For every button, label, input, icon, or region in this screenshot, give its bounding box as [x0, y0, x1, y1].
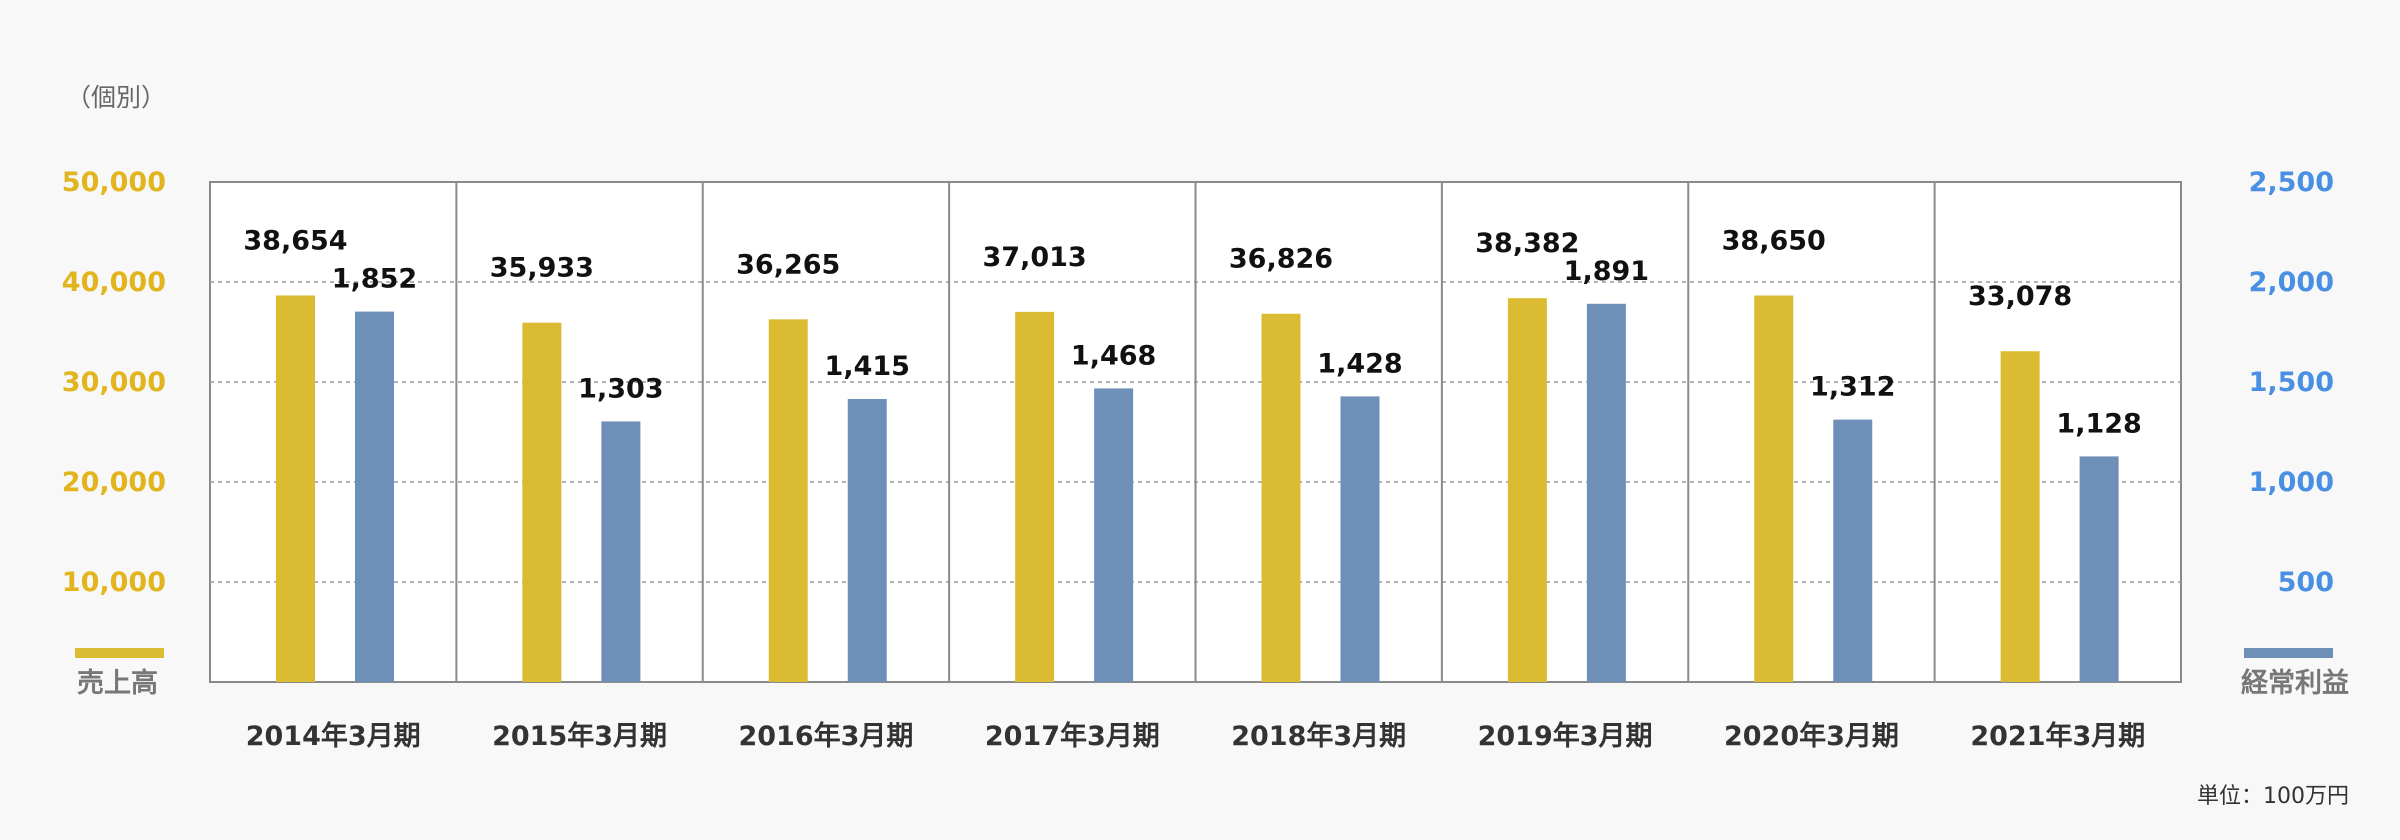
sales-data-label: 33,078: [1968, 281, 2072, 312]
category-label: 2021年3月期: [1970, 720, 2145, 752]
category-label: 2020年3月期: [1724, 720, 1899, 752]
sales-data-label: 36,826: [1229, 244, 1333, 275]
sales-bar: [2000, 351, 2040, 682]
profit-data-label: 1,891: [1564, 256, 1649, 287]
right-axis-tick-label: 1,000: [2249, 467, 2334, 498]
left-legend-label: 売上高: [77, 667, 158, 699]
sales-bar: [1261, 313, 1301, 682]
profit-data-label: 1,312: [1810, 372, 1895, 403]
profit-data-label: 1,468: [1071, 340, 1156, 371]
profit-data-label: 1,303: [578, 373, 663, 404]
left-axis-tick-label: 10,000: [62, 567, 166, 598]
left-axis-tick-label: 30,000: [62, 367, 166, 398]
left-axis-tick-label: 20,000: [62, 467, 166, 498]
profit-bar: [2079, 456, 2119, 682]
right-legend-swatch: [2244, 648, 2333, 658]
category-label: 2014年3月期: [246, 720, 421, 752]
sales-bar: [768, 319, 808, 682]
profit-bar: [1586, 303, 1626, 682]
labels-layer: 10,000 20,000 30,000 40,000 50,000 500 1,000 1,…: [62, 167, 2334, 752]
chart-subtitle: （個別）: [66, 83, 166, 112]
sales-bar: [1754, 295, 1794, 682]
sales-bar: [276, 295, 315, 682]
category-label: 2017年3月期: [985, 720, 1160, 752]
left-legend-swatch: [75, 648, 164, 658]
profit-bar: [1833, 419, 1873, 682]
category-label: 2018年3月期: [1231, 720, 1406, 752]
profit-data-label: 1,415: [825, 351, 910, 382]
category-label: 2016年3月期: [738, 720, 913, 752]
right-axis-tick-label: 2,000: [2249, 267, 2334, 298]
sales-bar: [1015, 311, 1055, 682]
left-axis-tick-label: 50,000: [62, 167, 166, 198]
sales-data-label: 38,654: [243, 225, 347, 256]
sales-data-label: 35,933: [490, 253, 594, 284]
category-label: 2015年3月期: [492, 720, 667, 752]
profit-data-label: 1,128: [2056, 408, 2141, 439]
profit-bar: [847, 399, 887, 682]
sales-data-label: 37,013: [983, 242, 1087, 273]
sales-bar: [1507, 298, 1547, 682]
sales-data-label: 38,382: [1475, 228, 1579, 259]
bars-layer: [276, 295, 2119, 682]
category-label: 2019年3月期: [1478, 720, 1653, 752]
right-axis-tick-label: 2,500: [2249, 167, 2334, 198]
sales-data-label: 36,265: [736, 249, 840, 280]
profit-bar: [355, 311, 394, 682]
profit-bar: [1340, 396, 1380, 682]
profit-data-label: 1,852: [332, 264, 417, 295]
sales-data-label: 38,650: [1722, 226, 1826, 257]
right-axis-tick-label: 500: [2278, 567, 2334, 598]
profit-data-label: 1,428: [1317, 348, 1402, 379]
profit-bar: [1094, 388, 1134, 682]
left-axis-tick-label: 40,000: [62, 267, 166, 298]
unit-note: 単位：100万円: [2197, 784, 2349, 809]
right-legend-label: 経常利益: [2241, 667, 2349, 699]
profit-bar: [601, 421, 641, 682]
right-axis-tick-label: 1,500: [2249, 367, 2334, 398]
sales-bar: [522, 322, 562, 682]
